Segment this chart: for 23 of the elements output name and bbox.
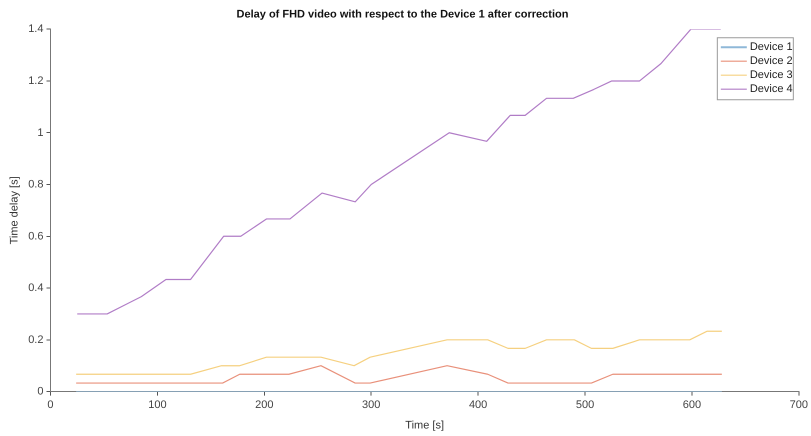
x-tick-label: 300 <box>362 399 380 412</box>
y-tick-label: 0.4 <box>28 282 44 294</box>
y-tick-label: 1.2 <box>28 75 44 88</box>
x-tick-label: 500 <box>576 399 594 412</box>
x-tick-label: 400 <box>468 399 488 412</box>
y-tick-label: 1.4 <box>28 23 44 36</box>
legend-label: Device 1 <box>750 41 793 54</box>
y-tick-label: 0.2 <box>28 334 44 346</box>
chart-title: Delay of FHD video with respect to the Device 1 after correction <box>236 8 569 21</box>
legend-label: Device 4 <box>750 83 793 96</box>
x-axis-title: Time [s] <box>405 419 444 432</box>
x-tick-label: 600 <box>682 399 702 412</box>
x-tick-label: 200 <box>255 399 274 412</box>
y-tick-label: 1 <box>37 126 44 139</box>
y-axis-title: Time delay [s] <box>8 176 21 244</box>
legend-label: Device 2 <box>750 55 793 68</box>
x-tick-label: 100 <box>148 399 167 412</box>
y-tick-label: 0.8 <box>28 178 44 191</box>
y-tick-label: 0 <box>37 386 44 398</box>
x-tick-label: 0 <box>47 399 54 412</box>
legend-label: Device 3 <box>750 69 793 82</box>
y-tick-label: 0.6 <box>28 230 44 242</box>
x-tick-label: 700 <box>790 399 808 412</box>
